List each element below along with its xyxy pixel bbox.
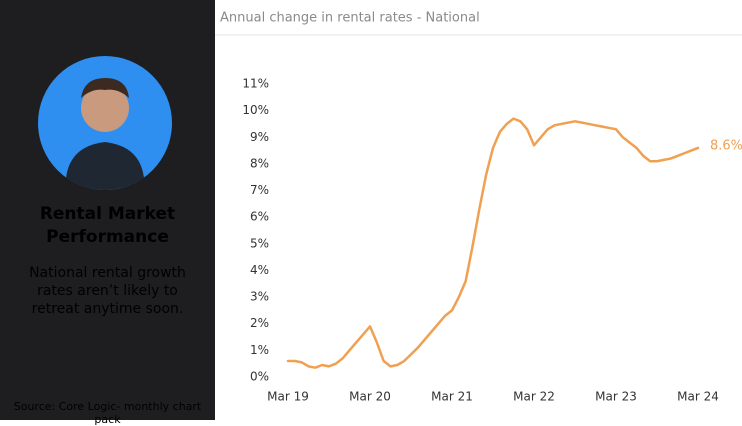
x-tick-label: Mar 21	[431, 390, 473, 404]
source-note: Source: Core Logic- monthly chart pack	[13, 400, 202, 426]
panel-text: National rental growth rates aren’t like…	[29, 265, 186, 317]
x-tick-label: Mar 23	[595, 390, 637, 404]
avatar-hair	[81, 78, 129, 98]
y-tick-label: 8%	[250, 156, 269, 170]
y-tick-label: 11%	[242, 77, 269, 91]
x-tick-label: Mar 24	[677, 390, 719, 404]
chart-title: Annual change in rental rates - National	[220, 11, 480, 26]
y-tick-label: 10%	[242, 103, 269, 117]
y-tick-label: 7%	[250, 183, 269, 197]
y-tick-label: 3%	[250, 290, 269, 304]
x-tick-label: Mar 19	[267, 390, 309, 404]
value-label: 8.6%	[710, 138, 742, 153]
y-tick-label: 4%	[250, 263, 269, 277]
panel-heading: Rental Market Performance	[39, 204, 176, 247]
y-tick-label: 5%	[250, 236, 269, 250]
y-tick-label: 2%	[250, 316, 269, 330]
x-tick-label: Mar 22	[513, 390, 555, 404]
x-tick-label: Mar 20	[349, 390, 391, 404]
avatar-head	[81, 84, 129, 132]
y-tick-label: 6%	[250, 210, 269, 224]
avatar-body	[66, 142, 144, 190]
y-tick-label: 9%	[250, 130, 269, 144]
data-line	[286, 117, 700, 369]
y-tick-label: 1%	[250, 343, 269, 357]
y-tick-label: 0%	[250, 370, 269, 384]
